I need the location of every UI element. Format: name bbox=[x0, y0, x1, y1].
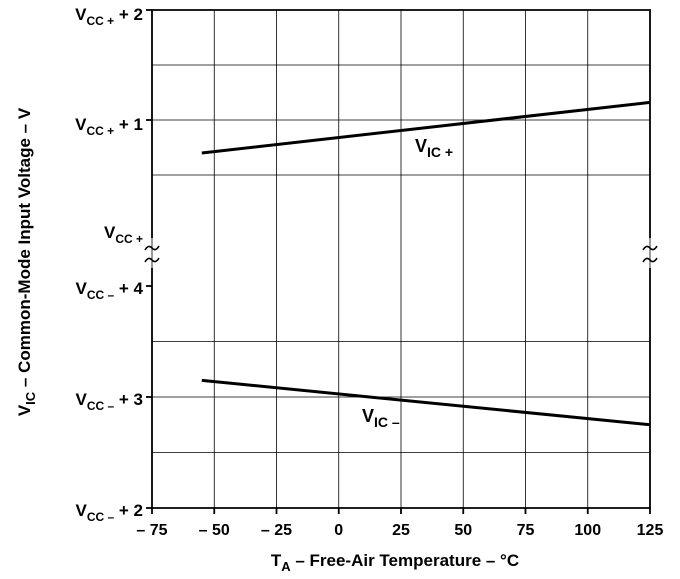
break-mark bbox=[642, 245, 658, 251]
x-tick-label: 0 bbox=[334, 522, 343, 539]
series-lines bbox=[201, 100, 651, 427]
grid-lines bbox=[146, 9, 651, 514]
x-tick-label: 100 bbox=[574, 522, 601, 539]
series-line bbox=[201, 378, 651, 427]
x-tick-label: 25 bbox=[392, 522, 410, 539]
series-labels: VIC + VIC – bbox=[362, 136, 453, 430]
axis-break-marks bbox=[144, 245, 658, 263]
y-tick-label: VCC – + 4 bbox=[75, 279, 143, 302]
y-tick-label: VCC + bbox=[104, 223, 143, 246]
y-tick-label: VCC + + 2 bbox=[75, 5, 143, 28]
x-tick-label: 75 bbox=[517, 522, 535, 539]
series-label: VIC + bbox=[415, 136, 453, 160]
y-tick-label: VCC + + 1 bbox=[75, 115, 143, 138]
x-tick-label: – 50 bbox=[199, 522, 230, 539]
y-tick-label: VCC – + 3 bbox=[75, 390, 143, 413]
series-line bbox=[201, 100, 651, 155]
break-mark bbox=[642, 257, 658, 263]
y-axis-label: VIC – Common-Mode Input Voltage – V bbox=[15, 107, 38, 416]
x-axis-label: TA – Free-Air Temperature – °C bbox=[271, 551, 519, 574]
series-label: VIC – bbox=[362, 406, 400, 430]
x-tick-label: – 25 bbox=[261, 522, 292, 539]
y-tick-labels: VCC + + 2 VCC + + 1 VCC + VCC – + 4 VCC – + … bbox=[75, 5, 143, 524]
break-mark bbox=[144, 245, 160, 251]
break-mark bbox=[144, 257, 160, 263]
x-tick-label: 50 bbox=[454, 522, 472, 539]
plot-frame bbox=[151, 9, 651, 509]
x-tick-labels: – 75 – 50 – 25 0 25 50 75 100 125 bbox=[136, 522, 663, 539]
x-tick-label: – 75 bbox=[136, 522, 167, 539]
y-tick-label: VCC – + 2 bbox=[75, 501, 143, 524]
x-tick-label: 125 bbox=[637, 522, 664, 539]
